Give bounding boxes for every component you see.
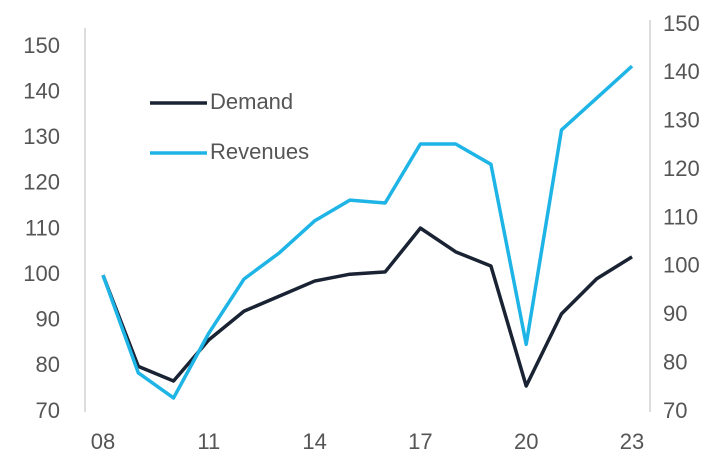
legend-label: Revenues [210, 139, 309, 164]
x-tick-label: 20 [514, 429, 538, 454]
y-tick-label: 150 [23, 33, 60, 58]
series-line [101, 226, 633, 388]
y-tick-label: 70 [36, 398, 60, 423]
x-tick-label: 11 [197, 429, 220, 454]
y-tick-label: 140 [23, 78, 60, 103]
y-tick-label: 120 [23, 170, 60, 195]
y-tick-label: 90 [36, 307, 60, 332]
y2-tick-label: 100 [663, 253, 700, 278]
y2-tick-label: 70 [663, 398, 687, 423]
y-tick-label: 100 [23, 261, 60, 286]
y-tick-label: 110 [25, 215, 60, 240]
y2-tick-label: 140 [663, 59, 700, 84]
series-line [101, 64, 634, 400]
x-tick-label: 14 [302, 429, 326, 454]
y2-tick-label: 110 [663, 204, 698, 229]
x-tick-label: 23 [620, 429, 644, 454]
y2-tick-label: 150 [663, 11, 700, 36]
y2-tick-label: 80 [663, 349, 687, 374]
x-tick-label: 17 [408, 429, 432, 454]
x-tick-label: 08 [91, 429, 115, 454]
y-tick-label: 80 [36, 352, 60, 377]
legend-label: Demand [210, 89, 293, 114]
y-tick-label: 130 [23, 124, 60, 149]
y2-tick-label: 90 [663, 301, 687, 326]
y2-tick-label: 130 [663, 108, 700, 133]
y2-tick-label: 120 [663, 156, 700, 181]
